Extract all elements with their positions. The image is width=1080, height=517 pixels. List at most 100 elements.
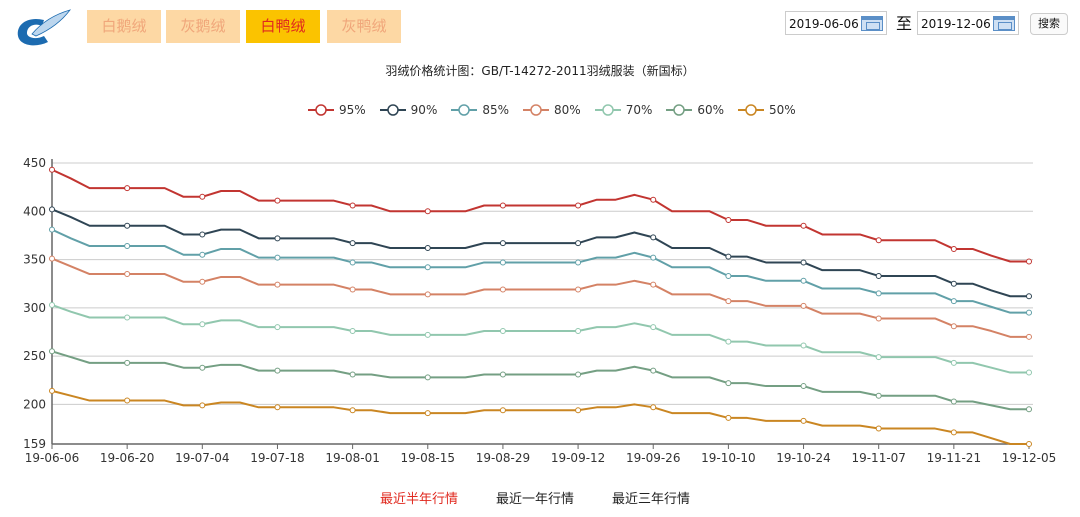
- x-tick-label: 19-10-24: [776, 451, 830, 465]
- tab-white-goose-down[interactable]: 白鹅绒: [87, 10, 161, 43]
- data-point: [49, 206, 55, 213]
- legend-label: 70%: [625, 103, 653, 117]
- tab-grey-goose-down[interactable]: 灰鹅绒: [166, 10, 240, 43]
- data-point: [349, 202, 356, 209]
- data-point: [199, 402, 206, 409]
- link-one-year[interactable]: 最近一年行情: [496, 492, 575, 507]
- tab-grey-duck-down[interactable]: 灰鸭绒: [327, 10, 401, 43]
- x-tick-label: 19-11-21: [927, 451, 981, 465]
- data-point: [800, 222, 807, 229]
- data-point: [349, 371, 356, 378]
- data-point: [499, 407, 506, 414]
- y-tick-label: 400: [23, 204, 46, 218]
- data-point: [124, 185, 131, 192]
- data-point: [725, 253, 732, 260]
- data-point: [274, 367, 281, 374]
- legend-item[interactable]: 50%: [738, 103, 796, 117]
- tab-white-duck-down[interactable]: 白鸭绒: [246, 10, 320, 43]
- x-tick-label: 19-10-10: [701, 451, 755, 465]
- start-date-value: 2019-06-06: [789, 17, 859, 31]
- legend-label: 85%: [482, 103, 510, 117]
- data-point: [800, 259, 807, 266]
- legend-label: 60%: [697, 103, 725, 117]
- data-point: [725, 414, 732, 421]
- legend-label: 80%: [554, 103, 581, 117]
- legend-item[interactable]: 90%: [379, 103, 438, 117]
- data-point: [199, 251, 206, 258]
- data-point: [424, 264, 431, 271]
- legend-symbol-icon: [738, 104, 765, 116]
- x-tick-label: 19-08-29: [476, 451, 530, 465]
- x-tick-label: 19-09-26: [626, 451, 680, 465]
- calendar-icon[interactable]: [993, 16, 1015, 31]
- data-point: [424, 291, 431, 298]
- legend-item[interactable]: 60%: [666, 103, 724, 117]
- data-point: [349, 286, 356, 293]
- data-point: [199, 278, 206, 285]
- legend-symbol-icon: [523, 104, 550, 116]
- data-point: [1026, 406, 1032, 413]
- series-line-50%: [51, 389, 1029, 445]
- legend-item[interactable]: 70%: [594, 103, 653, 117]
- data-point: [124, 397, 131, 404]
- data-point: [199, 364, 206, 371]
- data-point: [725, 380, 732, 387]
- data-point: [499, 259, 506, 266]
- legend-item[interactable]: 85%: [451, 103, 509, 117]
- data-point: [124, 359, 131, 366]
- legend-symbol-icon: [594, 104, 621, 116]
- data-point: [875, 425, 882, 432]
- data-point: [424, 331, 431, 338]
- x-tick-label: 19-09-12: [551, 451, 605, 465]
- line-chart: 159 200 250 300 350 400 450 19-06-06 19-06-20 19-…: [23, 156, 1056, 465]
- search-button[interactable]: 搜索: [1030, 13, 1068, 35]
- data-point: [1026, 293, 1032, 300]
- data-point: [1026, 309, 1032, 316]
- data-point: [124, 222, 131, 229]
- data-point: [575, 286, 582, 293]
- data-point: [800, 342, 807, 349]
- legend-label: 90%: [410, 103, 438, 117]
- data-point: [650, 254, 657, 261]
- legend-item[interactable]: 95%: [308, 103, 366, 117]
- data-point: [274, 235, 281, 242]
- series-line-90%: [51, 208, 1029, 298]
- y-tick-label: 250: [23, 349, 46, 363]
- data-point: [499, 286, 506, 293]
- start-date-input[interactable]: 2019-06-06: [785, 11, 887, 35]
- calendar-icon[interactable]: [861, 16, 883, 31]
- data-point: [650, 234, 657, 241]
- legend-symbol-icon: [451, 104, 478, 116]
- data-point: [650, 367, 657, 374]
- legend-item[interactable]: 80%: [523, 103, 581, 117]
- data-point: [725, 216, 732, 223]
- link-three-years[interactable]: 最近三年行情: [612, 492, 691, 507]
- link-half-year[interactable]: 最近半年行情: [380, 492, 459, 507]
- legend-label: 95%: [339, 103, 366, 117]
- x-tick-label: 19-07-18: [250, 451, 304, 465]
- data-point: [49, 387, 55, 394]
- x-tick-label: 19-11-07: [851, 451, 905, 465]
- data-point: [575, 259, 582, 266]
- data-point: [199, 231, 206, 238]
- data-point: [124, 271, 131, 278]
- series-line-60%: [51, 350, 1029, 411]
- legend-label: 50%: [769, 103, 796, 117]
- data-point: [499, 371, 506, 378]
- data-point: [650, 404, 657, 411]
- data-point: [49, 226, 55, 233]
- data-point: [274, 254, 281, 261]
- end-date-input[interactable]: 2019-12-06: [917, 11, 1019, 35]
- data-point: [725, 272, 732, 279]
- data-point: [650, 196, 657, 203]
- data-point: [124, 314, 131, 321]
- data-point: [875, 315, 882, 322]
- data-point: [1026, 441, 1032, 447]
- to-label: 至: [896, 14, 913, 33]
- series-line-70%: [51, 304, 1029, 374]
- data-point: [424, 208, 431, 215]
- data-point: [1026, 333, 1032, 340]
- data-point: [950, 323, 957, 330]
- y-tick-label: 200: [23, 397, 46, 411]
- series-line-85%: [51, 228, 1029, 314]
